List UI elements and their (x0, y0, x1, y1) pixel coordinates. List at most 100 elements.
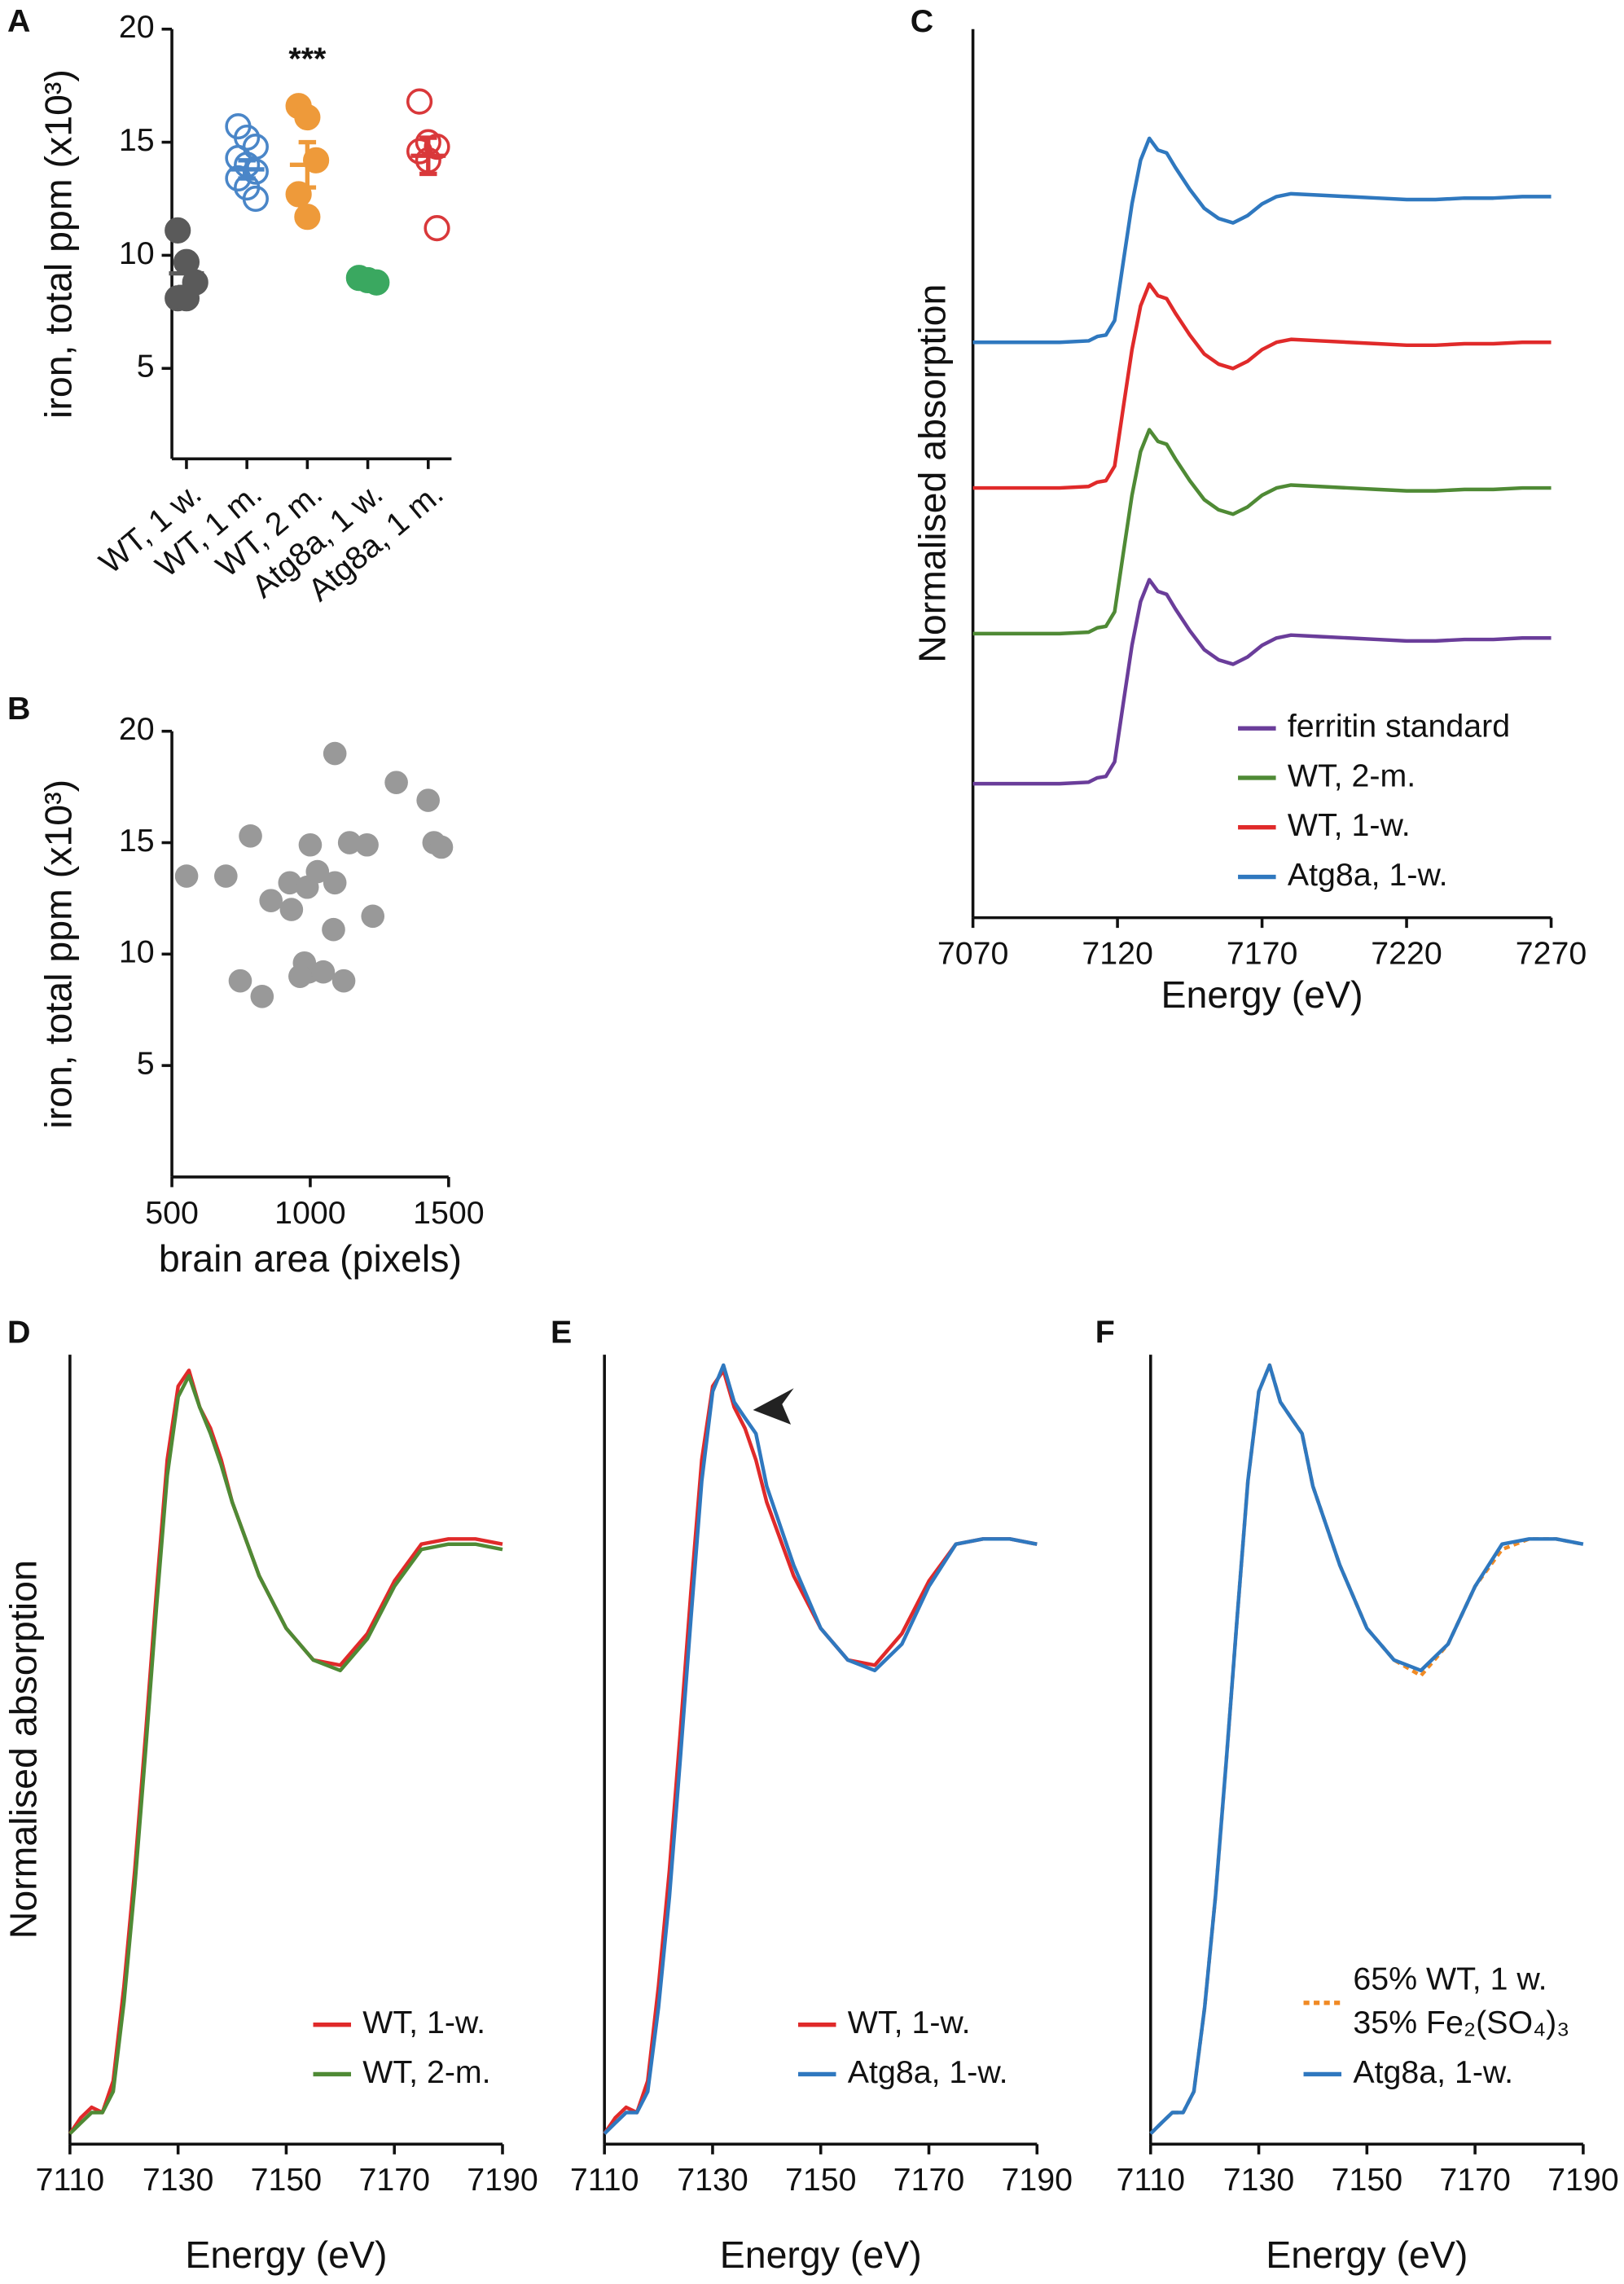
series-line (972, 282, 1552, 490)
series-line (603, 1368, 1038, 2135)
dot (165, 217, 191, 244)
series-line (1149, 1363, 1584, 2136)
dot (214, 864, 238, 888)
series-line (603, 1363, 1038, 2136)
dot (173, 285, 200, 312)
x-tick-label: 7150 (785, 2162, 856, 2198)
x-tick-label: 7190 (1547, 2162, 1619, 2198)
dot (228, 969, 252, 993)
error-bar (298, 139, 317, 190)
x-tick-label: 7170 (358, 2162, 430, 2198)
legend-label: WT, 1-w. (362, 2005, 485, 2040)
x-tick-label: 7190 (467, 2162, 538, 2198)
dot (323, 871, 347, 895)
x-tick-label: 7110 (570, 2162, 639, 2198)
y-axis-label: iron, total ppm (x10³) (37, 69, 79, 419)
dot (278, 871, 302, 895)
legend-label: 35% Fe₂(SO₄)₃ (1353, 2005, 1569, 2040)
dot (322, 917, 345, 942)
dot (311, 960, 336, 984)
panel-letter: B (7, 691, 30, 727)
y-tick-label: 20 (119, 9, 155, 45)
x-tick-label: 7170 (1227, 935, 1298, 971)
panel-letter: D (7, 1314, 30, 1350)
y-tick-label: 5 (137, 349, 155, 384)
legend-label: WT, 1-w. (1288, 807, 1411, 843)
x-tick-label: 7110 (36, 2162, 105, 2198)
y-tick-label: 10 (119, 934, 155, 970)
dot (174, 864, 199, 888)
error-bar (358, 275, 377, 285)
dot (259, 889, 283, 912)
series-line (972, 428, 1552, 636)
error-bar (419, 135, 437, 177)
dot (331, 969, 356, 993)
y-tick-label: 15 (119, 122, 155, 158)
legend-label: ferritin standard (1288, 709, 1510, 744)
dot (337, 831, 362, 854)
y-tick-label: 5 (137, 1046, 155, 1082)
x-tick-label: 7130 (1223, 2162, 1295, 2198)
legend-label: Atg8a, 1-w. (1353, 2054, 1513, 2090)
y-axis-label: Normalised absorption (911, 284, 953, 663)
x-tick-label: 500 (145, 1195, 199, 1231)
x-tick-label: 7070 (937, 935, 1009, 971)
dot (384, 771, 408, 794)
dot (416, 788, 440, 812)
x-tick-label: 7110 (1116, 2162, 1185, 2198)
x-tick-label: 7190 (1002, 2162, 1073, 2198)
x-tick-label: 7120 (1082, 935, 1153, 971)
dot (429, 835, 454, 859)
dot (242, 185, 269, 213)
dot (424, 215, 450, 242)
x-tick-label: 1000 (274, 1195, 346, 1231)
dot (250, 984, 274, 1008)
dot (279, 898, 304, 921)
x-tick-label: 7270 (1516, 935, 1587, 971)
y-axis-label: iron, total ppm (x10³) (37, 780, 79, 1129)
legend-label: WT, 2-m. (1288, 758, 1416, 793)
x-tick-label: 7130 (143, 2162, 213, 2198)
dot (294, 103, 321, 131)
legend-label: WT, 2-m. (362, 2054, 490, 2090)
dot (239, 824, 262, 848)
dot (406, 88, 433, 115)
x-axis-label: Energy (eV) (720, 2233, 922, 2276)
y-tick-label: 20 (119, 711, 155, 747)
dot (294, 204, 321, 231)
error-bar (238, 158, 256, 181)
legend-label: Atg8a, 1-w. (1288, 857, 1448, 893)
dot (361, 904, 385, 929)
y-tick-label: 10 (119, 235, 155, 271)
x-axis-label: Energy (eV) (1266, 2233, 1468, 2276)
x-tick-label: 7170 (893, 2162, 965, 2198)
y-axis-label: Normalised absorption (2, 1560, 45, 1939)
error-bar (178, 257, 195, 289)
panel-letter: F (1095, 1314, 1115, 1350)
x-tick-label: 7170 (1439, 2162, 1511, 2198)
dot (424, 134, 450, 160)
series-line (972, 136, 1552, 345)
panel-letter: C (911, 3, 933, 39)
x-tick-label: 7130 (677, 2162, 748, 2198)
x-tick-label: 7220 (1371, 935, 1442, 971)
dot (355, 832, 379, 857)
x-axis-label: brain area (pixels) (159, 1237, 462, 1280)
dot (298, 832, 323, 857)
panel-letter: E (551, 1314, 572, 1350)
dot (305, 859, 330, 884)
legend-label: Atg8a, 1-w. (848, 2054, 1008, 2090)
x-tick-label: 1500 (413, 1195, 484, 1231)
x-axis-label: Energy (eV) (185, 2233, 387, 2276)
arrowhead (753, 1388, 794, 1425)
series-line (972, 578, 1552, 786)
x-tick-label: 7150 (251, 2162, 323, 2198)
dot (288, 964, 312, 988)
legend-label: 65% WT, 1 w. (1353, 1961, 1547, 1996)
dot (323, 741, 347, 766)
x-axis-label: Energy (eV) (1161, 973, 1363, 1016)
x-tick-label: 7150 (1332, 2162, 1403, 2198)
y-tick-label: 15 (119, 823, 155, 859)
